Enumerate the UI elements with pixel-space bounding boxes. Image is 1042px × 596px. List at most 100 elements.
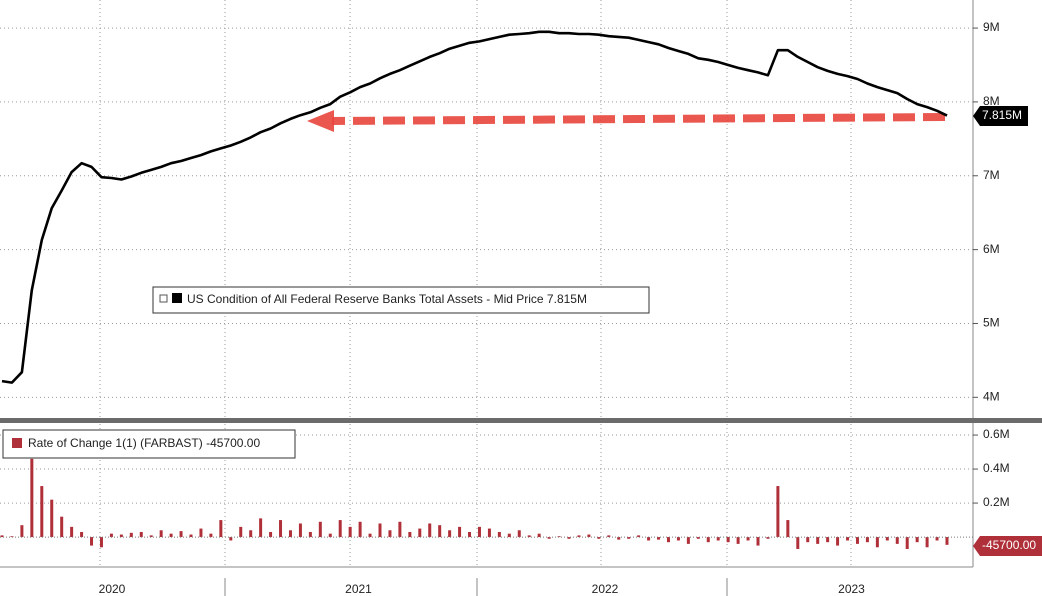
bar [149,535,153,538]
plot-layer: 4M 5M 6M 7M 8M 9M 0.2M 0.4M 0.6M 2020 2021 2022 2023 [0,20,1010,596]
bar [875,537,879,548]
bar [179,531,183,538]
bar [60,516,64,538]
bar [637,535,641,538]
bar [945,537,949,545]
bar [477,526,481,538]
y-tick-label: 4M [983,389,1000,403]
bar [885,537,889,541]
bar [487,528,491,538]
bar [756,537,760,546]
bar [836,537,840,546]
bar [30,458,34,538]
bar [279,520,283,538]
vertical-grid [99,0,852,567]
x-tick-label: 2022 [592,582,619,596]
bar [666,537,670,543]
bar [288,530,292,538]
bottom-last-label: -45700.00 [973,536,1042,556]
bar [607,535,611,538]
bar [686,537,690,544]
bar [766,537,770,539]
bar [696,537,700,539]
bar [806,537,810,543]
bar [905,537,909,549]
year-separators [224,578,728,596]
bar [736,537,740,544]
bar [269,531,273,538]
arrow-annotation [307,110,946,132]
bar [507,533,511,538]
bar [547,537,551,539]
bar [378,523,382,538]
top-legend: US Condition of All Federal Reserve Bank… [152,286,650,314]
bar [318,521,322,538]
x-tick-label: 2020 [99,582,126,596]
bar [10,536,14,538]
bar [80,531,84,538]
bar [676,537,680,541]
bar [597,537,601,539]
bar [468,531,472,538]
bottom-legend: Rate of Change 1(1) (FARBAST) -45700.00 [2,429,296,459]
bar [895,537,899,544]
bar [716,537,720,541]
bar [816,537,820,544]
y-tick-label: 7M [983,168,1000,182]
bar [776,486,780,538]
bar [567,537,571,539]
bar [90,537,94,546]
last-value-label: 7.815M [982,108,1022,122]
bar [189,534,193,538]
last-value-label: -45700.00 [982,538,1036,552]
bar [657,537,661,540]
bar [50,499,54,538]
bar [70,526,74,538]
bar [925,537,929,548]
bar [139,531,143,538]
bar [308,531,312,538]
bar [348,526,352,538]
bar [259,518,263,538]
x-tick-label: 2023 [838,582,865,596]
bar [517,530,521,538]
bar [169,533,173,538]
bar [338,520,342,538]
bar [537,533,541,538]
bar [577,535,581,538]
bar [368,533,372,538]
y-tick-label: 5M [983,316,1000,330]
legend-label: Rate of Change 1(1) (FARBAST) -45700.00 [28,436,260,450]
bar [458,526,462,538]
y-tick-label: 0.2M [983,495,1010,509]
bar [119,534,123,538]
bar [786,520,790,538]
bar [438,525,442,538]
bar [408,531,412,538]
bar [448,530,452,538]
bar [229,537,233,541]
bar [249,530,253,538]
y-tick-label: 8M [983,94,1000,108]
y-tick-label: 6M [983,242,1000,256]
bar [855,537,859,544]
bar [388,530,392,538]
bar [428,523,432,538]
bar [159,530,163,538]
bar [826,537,830,543]
bar [796,537,800,549]
bar [239,526,243,538]
bar [865,537,869,543]
bar [0,535,4,538]
bar [846,537,850,541]
x-tick-label: 2021 [345,582,372,596]
y-tick-label: 0.4M [983,461,1010,475]
bar [557,536,561,538]
y-tick-label: 0.6M [983,427,1010,441]
bar [915,537,919,543]
bar [627,537,631,539]
bar [328,533,332,538]
bar [298,523,302,538]
bar [129,532,133,538]
